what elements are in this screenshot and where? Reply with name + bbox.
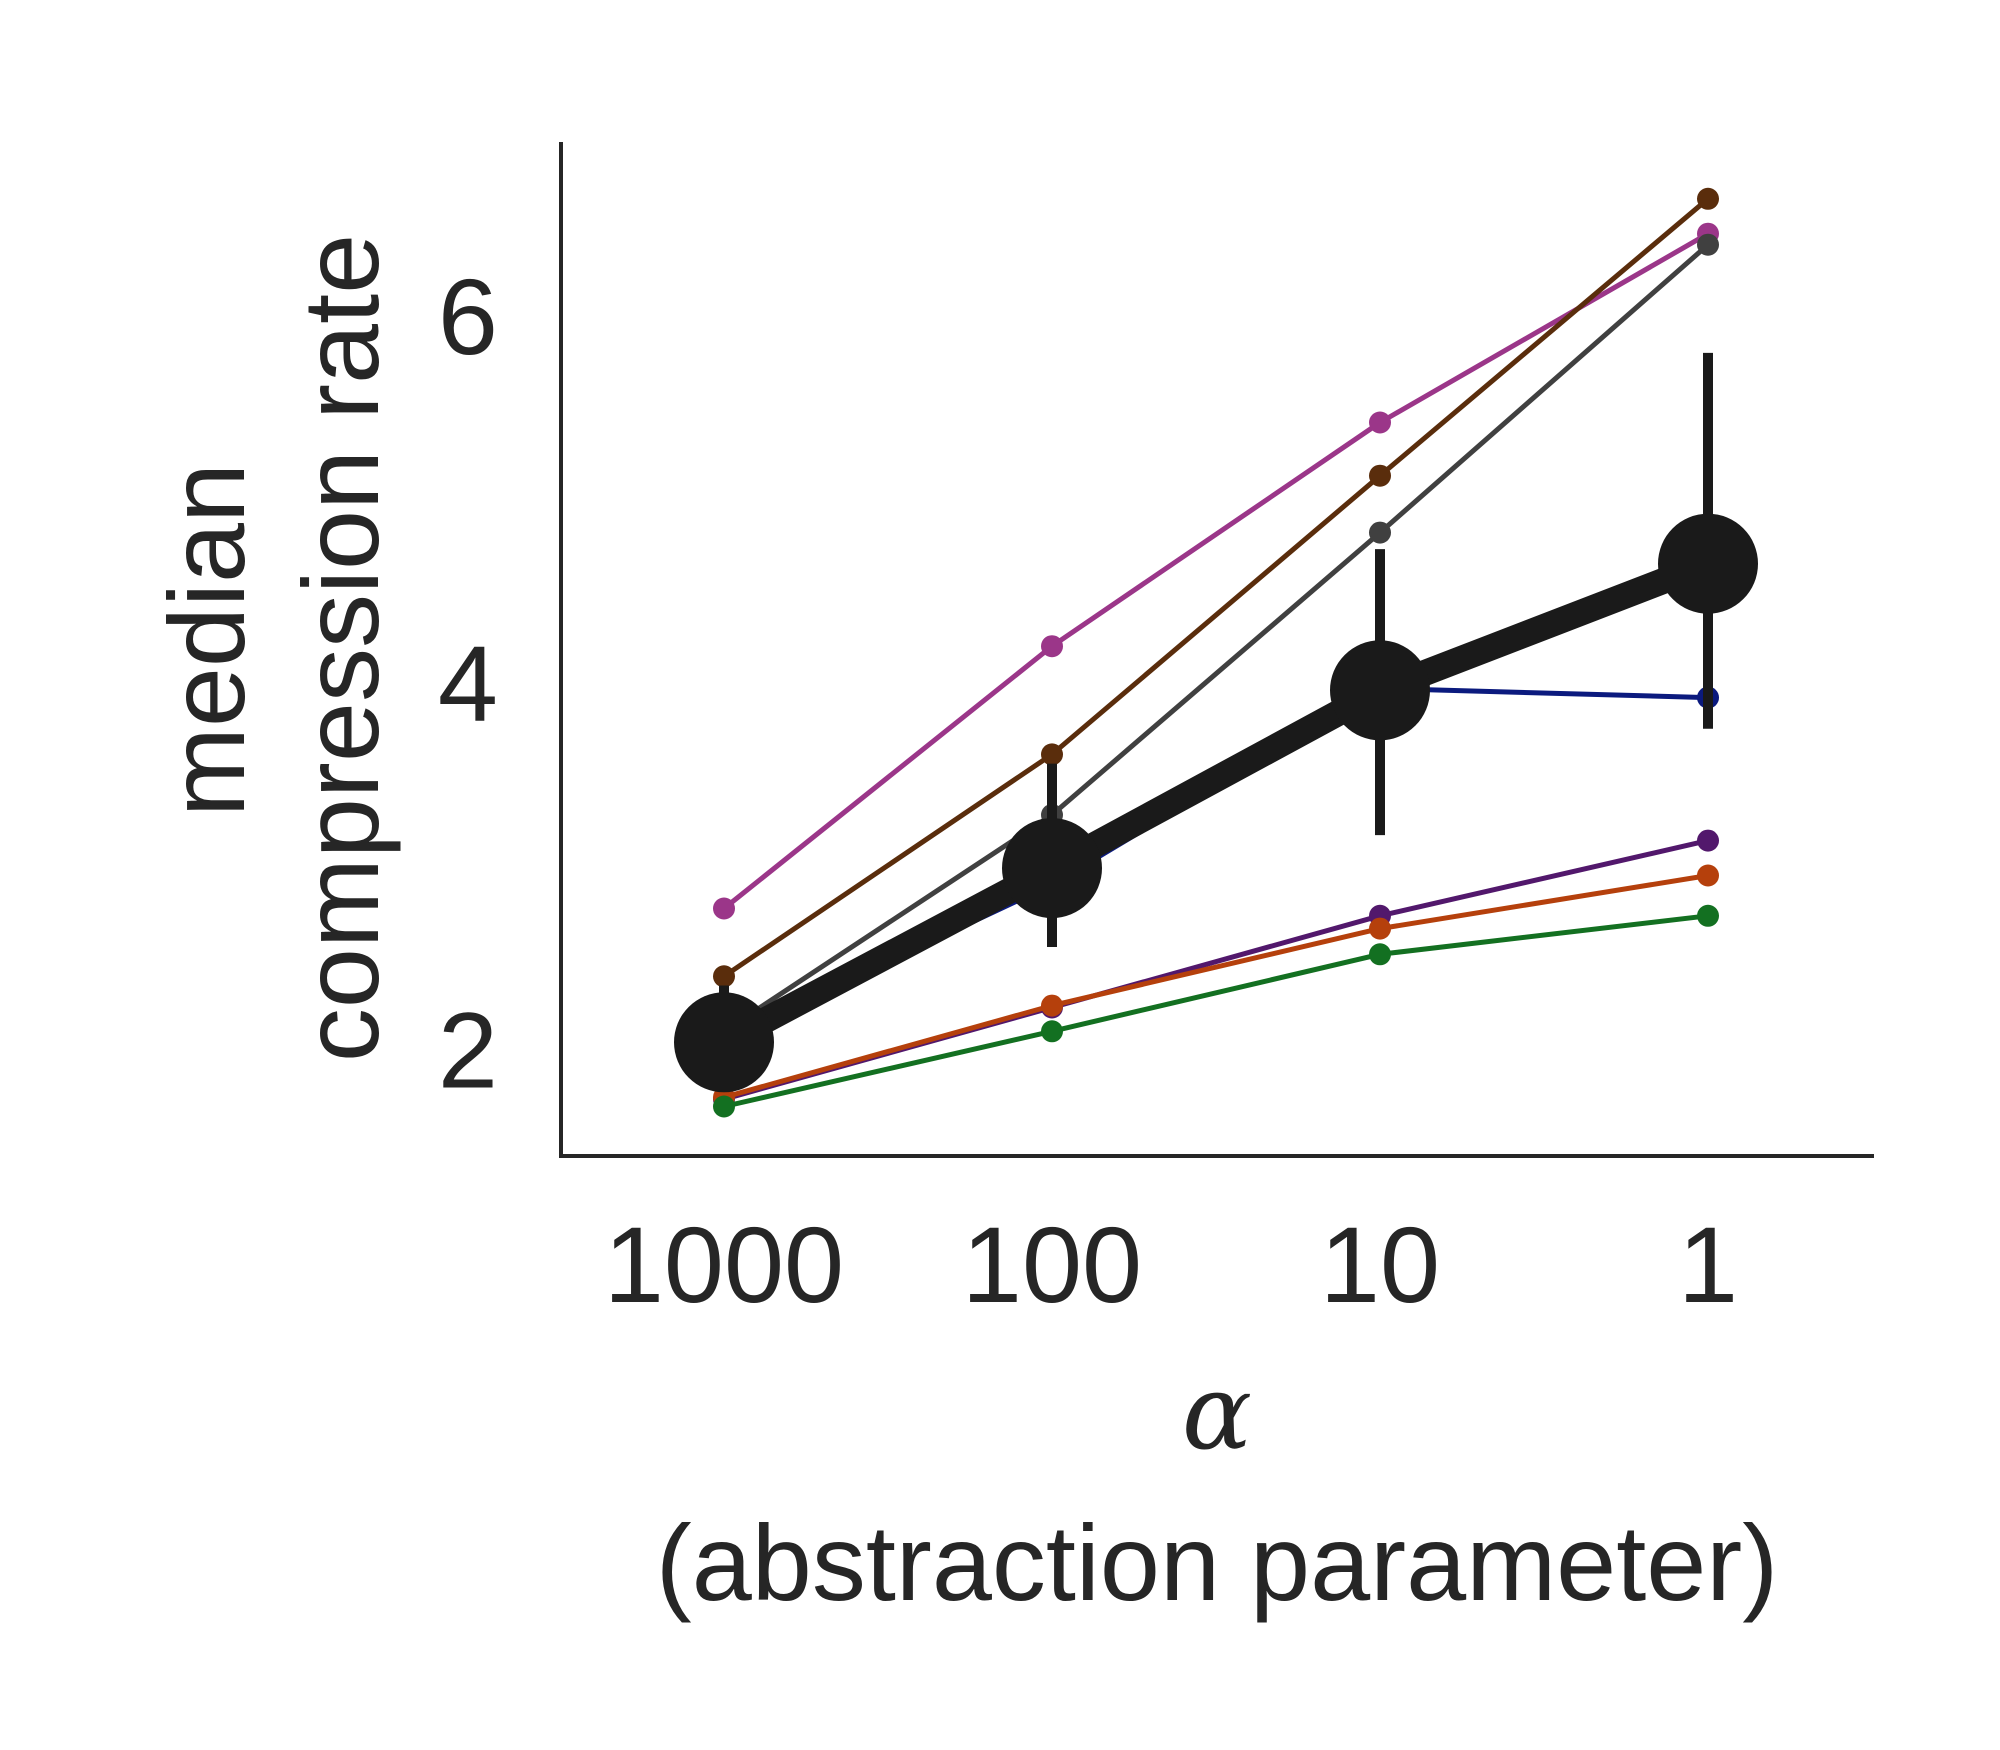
series-3-point	[1697, 233, 1719, 256]
series-7-point	[713, 1095, 735, 1118]
y-tick-labels: 2 4 6	[438, 256, 498, 1110]
x-tick-label: 10	[1320, 1204, 1440, 1325]
mean-point	[674, 992, 774, 1093]
x-axis-title-text: (abstraction parameter)	[656, 1502, 1778, 1623]
series-7-line	[723, 913, 1709, 1109]
mean-line	[717, 551, 1713, 1054]
series-2-point	[1041, 743, 1063, 766]
series-6-point	[1697, 864, 1719, 887]
x-tick-label: 1	[1678, 1204, 1738, 1325]
y-axis-title-line2: compression rate	[280, 234, 401, 1062]
series-2-point	[713, 965, 735, 988]
mean-series-layer	[674, 352, 1758, 1093]
series-2	[713, 187, 1719, 988]
x-tick-label: 1000	[604, 1204, 844, 1325]
series-5-point	[1697, 829, 1719, 852]
mean-point	[1330, 640, 1430, 741]
y-tick-label: 4	[438, 623, 498, 744]
series-4-line	[722, 685, 1709, 1041]
x-tick-label: 100	[962, 1204, 1142, 1325]
series-6-point	[1369, 917, 1391, 940]
x-tick-labels: 1000 100 10 1	[604, 1204, 1738, 1325]
series-6-line	[723, 873, 1709, 1100]
series-1-point	[1041, 635, 1063, 658]
series-7-point	[1697, 904, 1719, 927]
y-tick-label: 2	[438, 990, 498, 1111]
series-7-point	[1041, 1020, 1063, 1043]
series-1-point	[713, 897, 735, 920]
series-7-point	[1369, 943, 1391, 966]
series-7	[713, 904, 1719, 1118]
series-1	[713, 222, 1719, 920]
series-3-line	[722, 242, 1710, 1034]
series-1-line	[722, 231, 1710, 911]
series-3-point	[1369, 521, 1391, 544]
series-3	[713, 233, 1719, 1043]
y-tick-label: 6	[438, 256, 498, 377]
series-1-point	[1369, 411, 1391, 434]
series-2-line	[722, 196, 1710, 979]
mean-point	[1658, 513, 1758, 614]
series-2-point	[1369, 464, 1391, 487]
series-2-point	[1697, 187, 1719, 210]
series-6	[713, 864, 1719, 1109]
series-6-point	[1041, 994, 1063, 1017]
x-axis-title-symbol: α	[1182, 1351, 1252, 1473]
mean-point	[1002, 818, 1102, 919]
y-axis-title-line1: median	[146, 463, 267, 817]
